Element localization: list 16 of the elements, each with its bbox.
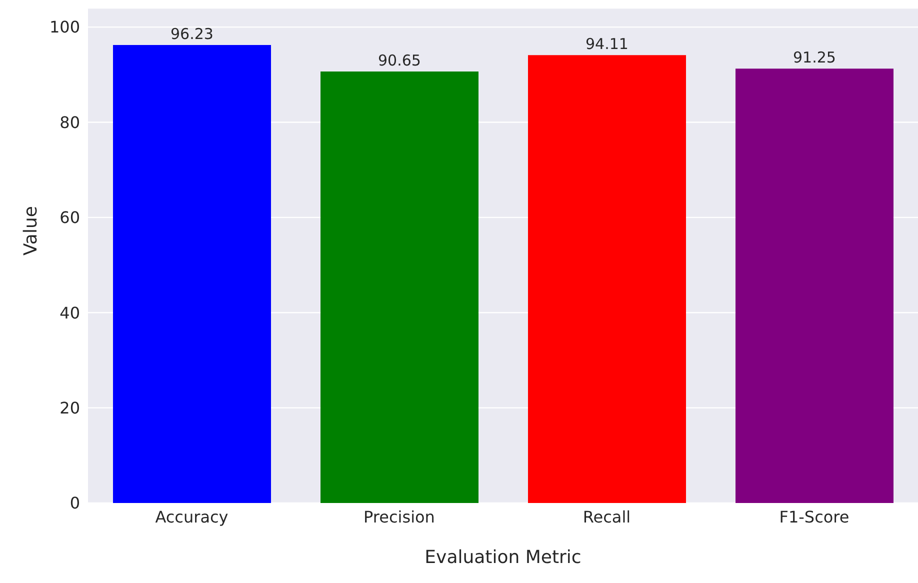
x-tick-label: Recall: [582, 507, 631, 526]
y-tick-label: 0: [70, 494, 80, 513]
y-tick-label: 80: [60, 112, 80, 132]
y-tick-label: 20: [60, 398, 80, 418]
x-tick-label: Accuracy: [155, 507, 228, 526]
y-tick-label: 60: [60, 208, 80, 228]
data-label: 94.11: [586, 35, 628, 54]
y-axis-title: Value: [20, 206, 42, 256]
data-label: 91.25: [793, 48, 836, 67]
y-tick-label: 100: [49, 18, 80, 37]
x-tick-label: F1-Score: [779, 507, 850, 526]
y-tick-label: 40: [60, 303, 80, 322]
x-tick-label: Precision: [364, 507, 435, 526]
x-axis-title: Evaluation Metric: [424, 547, 582, 568]
data-label: 90.65: [378, 52, 421, 70]
data-label: 96.23: [170, 24, 214, 43]
